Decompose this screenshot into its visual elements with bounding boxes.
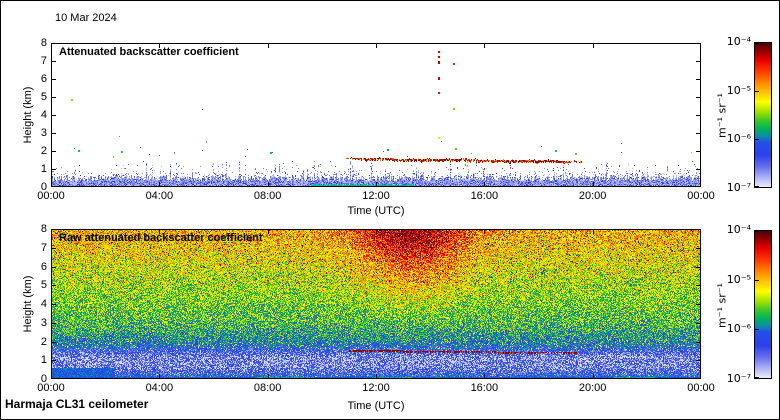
y-tick-label: 0 xyxy=(40,373,47,385)
x-axis-label-bottom: Time (UTC) xyxy=(347,400,405,412)
raw-attenuated-backscatter-heatmap xyxy=(51,229,701,379)
colorbar-tick-mark xyxy=(755,186,759,187)
x-tick-label: 12:00 xyxy=(362,382,390,394)
instrument-label: Harmaja CL31 ceilometer xyxy=(5,397,149,411)
colorbar-tick-label: 10⁻⁷ xyxy=(726,372,751,385)
y-tick-label: 7 xyxy=(40,55,47,67)
colorbar-tick-label: 10⁻⁵ xyxy=(726,272,751,286)
y-tick-label: 4 xyxy=(40,109,47,121)
y-tick-label: 5 xyxy=(40,91,47,103)
x-tick-label: 08:00 xyxy=(253,382,282,394)
y-tick-label: 4 xyxy=(40,298,47,310)
x-tick-label: 16:00 xyxy=(470,382,499,394)
colorbar-tick-mark xyxy=(755,279,759,281)
colorbar-top xyxy=(754,42,772,188)
x-tick-label: 00:00 xyxy=(37,190,65,202)
colorbar-tick-mark xyxy=(755,90,759,92)
attenuated-backscatter-heatmap xyxy=(51,43,701,187)
x-tick-label: 00:00 xyxy=(687,190,715,202)
y-tick-label: 8 xyxy=(40,37,47,49)
y-tick-label: 0 xyxy=(40,181,47,193)
panel-title-raw: Raw attenuated backscatter coefficient xyxy=(59,232,263,244)
x-tick-label: 20:00 xyxy=(578,382,607,394)
x-tick-label: 12:00 xyxy=(362,190,390,202)
colorbar-tick-label: 10⁻⁴ xyxy=(726,35,751,48)
colorbar-tick-label: 10⁻⁴ xyxy=(726,223,751,236)
colorbar-bottom xyxy=(754,230,772,379)
x-tick-label: 20:00 xyxy=(578,190,607,202)
colorbar-tick-mark xyxy=(755,231,759,232)
colorbar-tick-mark xyxy=(755,139,759,141)
x-tick-label: 04:00 xyxy=(145,190,174,202)
x-tick-label: 16:00 xyxy=(470,190,499,202)
y-tick-label: 5 xyxy=(40,279,47,292)
y-tick-label: 6 xyxy=(40,73,47,85)
colorbar-tick-mark xyxy=(755,377,759,378)
x-tick-label: 08:00 xyxy=(253,190,282,202)
colorbar-tick-mark xyxy=(755,329,759,331)
colorbar-tick-mark xyxy=(755,43,759,44)
colorbar-tick-label: 10⁻⁶ xyxy=(726,322,751,336)
y-tick-label: 2 xyxy=(40,335,47,348)
x-axis-label-top: Time (UTC) xyxy=(347,205,405,217)
colorbar-tick-label: 10⁻⁷ xyxy=(726,181,751,194)
colorbar-tick-label: 10⁻⁶ xyxy=(726,132,751,146)
colorbar-tick-label: 10⁻⁵ xyxy=(726,83,751,97)
x-tick-label: 00:00 xyxy=(37,382,65,394)
y-tick-label: 8 xyxy=(40,223,47,235)
y-tick-label: 3 xyxy=(40,316,47,329)
y-tick-label: 7 xyxy=(40,241,47,254)
y-tick-label: 1 xyxy=(40,354,47,367)
y-tick-label: 1 xyxy=(40,163,47,175)
y-tick-label: 2 xyxy=(40,145,47,157)
y-tick-label: 3 xyxy=(40,127,47,139)
x-tick-label: 04:00 xyxy=(145,382,174,394)
y-tick-label: 6 xyxy=(40,260,47,273)
date-label: 10 Mar 2024 xyxy=(55,12,117,24)
panel-title-attenuated: Attenuated backscatter coefficient xyxy=(59,46,239,58)
x-tick-label: 00:00 xyxy=(687,382,715,394)
